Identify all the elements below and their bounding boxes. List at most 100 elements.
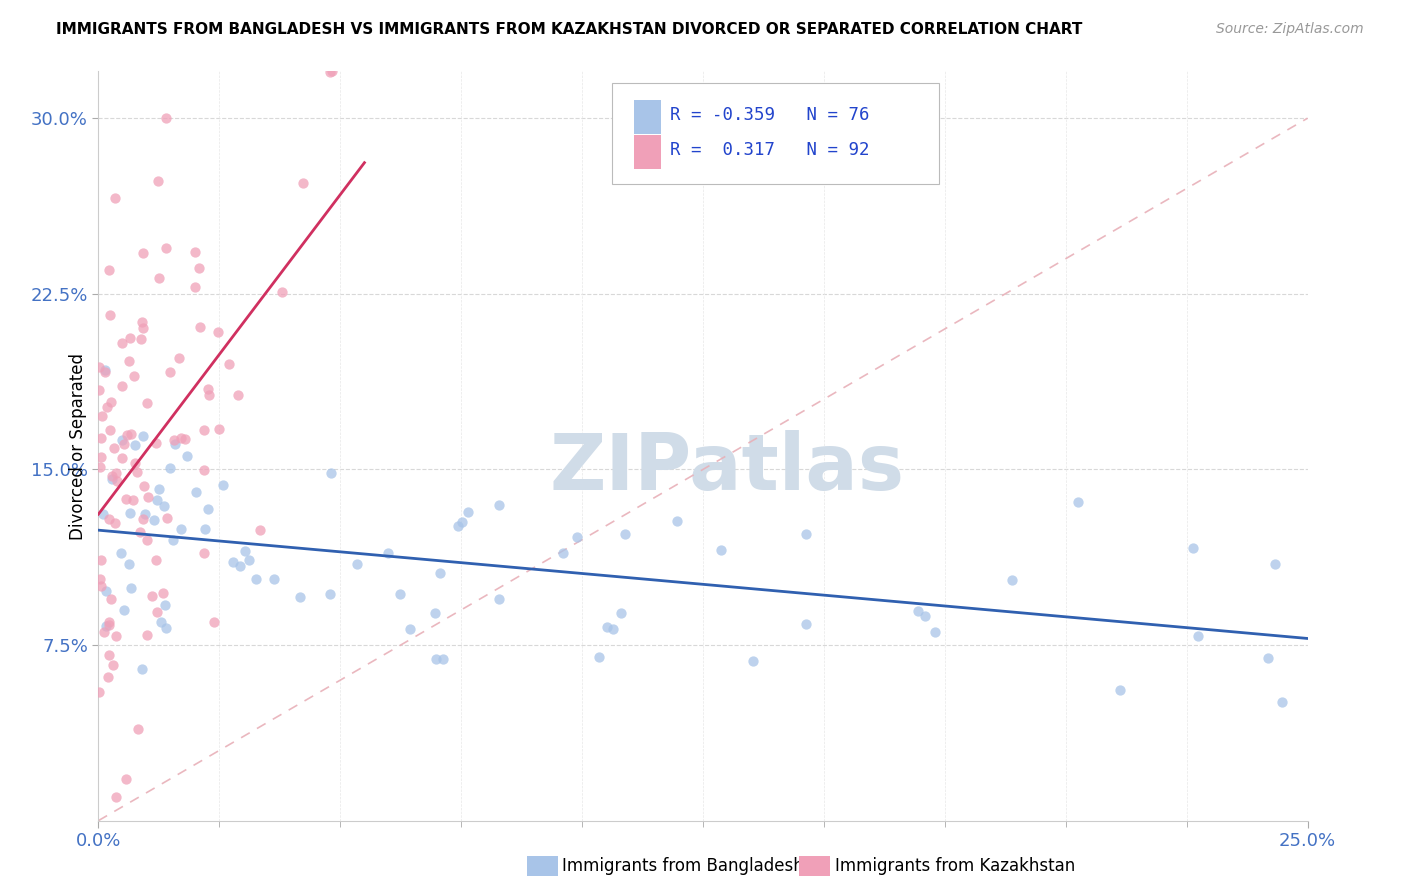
Point — [155, 111, 177, 125]
Point — [94, 365, 117, 379]
Point — [104, 467, 127, 481]
Point — [488, 498, 510, 512]
Point — [105, 790, 128, 805]
Text: Source: ZipAtlas.com: Source: ZipAtlas.com — [1216, 22, 1364, 37]
Point — [207, 326, 229, 340]
Point — [105, 475, 128, 489]
Point — [263, 572, 285, 586]
Point — [291, 177, 314, 191]
Point — [1109, 683, 1132, 698]
Point — [111, 450, 134, 465]
Point — [90, 579, 112, 593]
Text: R = -0.359   N = 76: R = -0.359 N = 76 — [671, 106, 870, 124]
Point — [238, 553, 260, 567]
Point — [176, 450, 198, 464]
Point — [96, 400, 118, 414]
Point — [114, 492, 136, 507]
Point — [319, 466, 342, 480]
Point — [245, 572, 267, 586]
Point — [97, 617, 120, 632]
Point — [131, 245, 153, 260]
Point — [602, 622, 624, 636]
Point — [193, 463, 215, 477]
Point — [111, 434, 134, 448]
Point — [134, 479, 156, 493]
Point — [145, 605, 167, 619]
Point — [94, 362, 117, 376]
Point — [124, 438, 146, 452]
Point — [145, 493, 167, 508]
Point — [596, 620, 619, 634]
Point — [118, 557, 141, 571]
Point — [457, 505, 479, 519]
Point — [90, 450, 112, 464]
Point — [141, 590, 163, 604]
Point — [112, 603, 135, 617]
Point — [134, 507, 156, 521]
Point — [208, 422, 231, 436]
Point — [104, 191, 127, 205]
Point — [118, 506, 141, 520]
Point — [565, 530, 588, 544]
Point — [666, 514, 689, 528]
Point — [423, 606, 446, 620]
Point — [89, 572, 111, 586]
Point — [429, 566, 451, 581]
Point — [152, 499, 174, 513]
Point — [91, 409, 114, 424]
Point — [184, 280, 207, 294]
Point — [98, 308, 121, 322]
Point — [346, 557, 368, 571]
Point — [89, 685, 111, 699]
Point — [165, 437, 187, 451]
Point — [104, 629, 127, 643]
Point — [432, 652, 454, 666]
Point — [188, 320, 211, 334]
Point — [197, 382, 219, 396]
Point — [162, 533, 184, 547]
Point — [609, 606, 631, 620]
Point — [131, 512, 153, 526]
Point — [450, 515, 472, 529]
Point — [614, 527, 637, 541]
Point — [1001, 574, 1024, 588]
Point — [194, 523, 217, 537]
Point — [389, 587, 412, 601]
Point — [115, 772, 138, 786]
Point — [100, 592, 122, 607]
Point — [794, 616, 817, 631]
Point — [127, 722, 149, 736]
Point — [211, 477, 233, 491]
Point — [155, 241, 177, 255]
Point — [136, 396, 159, 410]
Point — [110, 546, 132, 560]
Point — [169, 522, 191, 536]
Point — [98, 615, 121, 629]
Point — [924, 624, 946, 639]
Point — [193, 424, 215, 438]
Point — [124, 369, 146, 384]
Point — [120, 581, 142, 595]
Point — [907, 604, 929, 618]
Point — [271, 285, 294, 300]
Point — [90, 431, 112, 445]
Point — [98, 262, 121, 277]
Point — [145, 553, 167, 567]
Point — [103, 441, 125, 455]
Point — [90, 553, 112, 567]
Point — [319, 587, 342, 601]
Point — [131, 662, 153, 676]
Point — [226, 388, 249, 402]
Point — [146, 174, 169, 188]
Point — [167, 351, 190, 366]
Point — [588, 650, 610, 665]
FancyBboxPatch shape — [613, 83, 939, 184]
Point — [100, 394, 122, 409]
Point — [447, 518, 470, 533]
Point — [399, 622, 422, 636]
Point — [97, 512, 120, 526]
Text: IMMIGRANTS FROM BANGLADESH VS IMMIGRANTS FROM KAZAKHSTAN DIVORCED OR SEPARATED C: IMMIGRANTS FROM BANGLADESH VS IMMIGRANTS… — [56, 22, 1083, 37]
Point — [425, 651, 447, 665]
Point — [288, 590, 311, 604]
Point — [129, 332, 152, 346]
